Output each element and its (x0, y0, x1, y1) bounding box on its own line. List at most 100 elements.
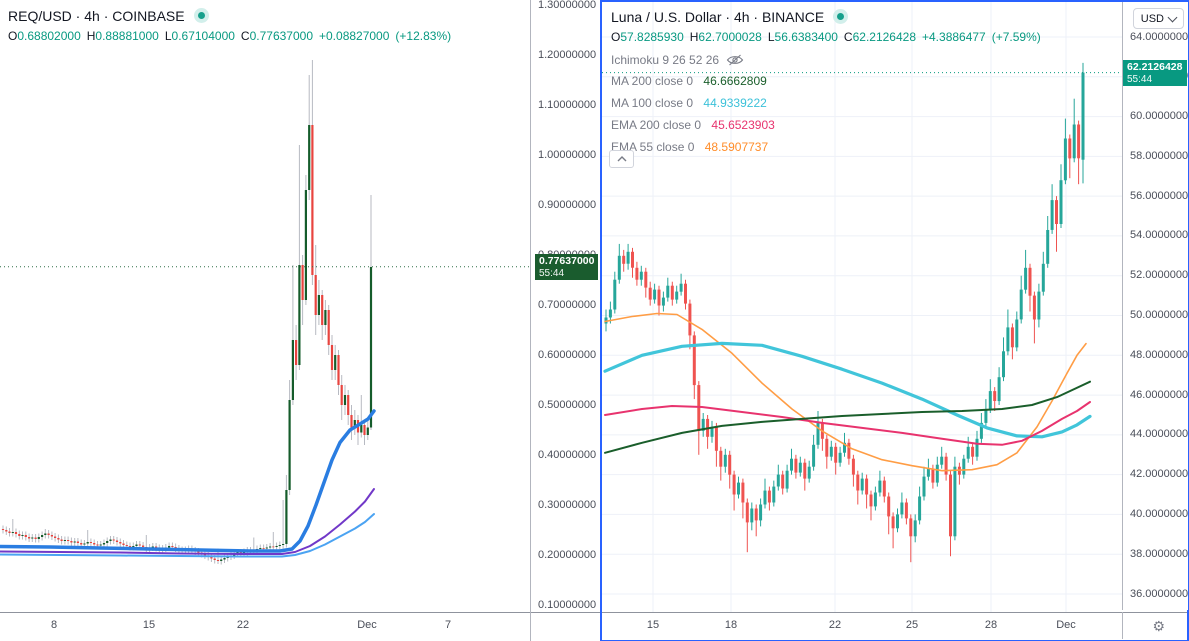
overlay-line-ma-100 (603, 341, 1092, 439)
close-label: C (843, 30, 853, 44)
indicator-row-ma100[interactable]: MA 100 close 0 44.9339222 (611, 96, 1047, 112)
right-price-axis[interactable]: 64.000000062.000000060.000000058.0000000… (1122, 2, 1188, 610)
indicator-value: 48.5907737 (704, 140, 769, 154)
overlay-line-ema-55 (604, 312, 1087, 472)
price-tick-label: 0.20000000 (538, 548, 597, 561)
price-tick-label: 0.30000000 (538, 498, 597, 511)
market-status-icon (193, 8, 209, 23)
price-tick-label: 60.0000000 (1130, 110, 1189, 123)
price-tick-label: 0.60000000 (538, 348, 597, 361)
indicator-label: MA 100 close 0 (611, 96, 694, 110)
time-tick-label: 8 (50, 619, 58, 631)
close-label: C (240, 29, 250, 43)
right-chart-pane: 64.000000062.000000060.000000058.0000000… (600, 0, 1189, 641)
low-value: 0.67104000 (171, 29, 235, 43)
currency-unit-dropdown[interactable]: USD (1132, 8, 1184, 29)
left-current-price-label: 0.77637000 55:44 (535, 253, 598, 280)
low-label: L (767, 30, 775, 44)
indicator-row-ma200[interactable]: MA 200 close 0 46.6662809 (611, 74, 1047, 90)
time-tick-label: 25 (905, 619, 919, 631)
overlay-line-ma-light-blue (0, 513, 375, 558)
indicator-row-ema200[interactable]: EMA 200 close 0 45.6523903 (611, 118, 1047, 134)
price-tick-label: 0.40000000 (538, 448, 597, 461)
price-tick-label: 56.0000000 (1130, 189, 1189, 202)
current-price-value: 62.2126428 (1127, 60, 1183, 73)
indicator-value: 44.9339222 (703, 96, 767, 110)
left-axis-divider (530, 612, 531, 641)
price-tick-label: 52.0000000 (1130, 269, 1189, 282)
open-value: 57.8285930 (620, 30, 684, 44)
price-tick-label: 0.50000000 (538, 398, 597, 411)
grid (602, 2, 1122, 612)
price-tick-label: 36.0000000 (1130, 587, 1189, 600)
currency-unit-label: USD (1140, 12, 1164, 25)
indicator-value: 45.6523903 (711, 118, 775, 132)
price-tick-label: 40.0000000 (1130, 507, 1189, 520)
open-label: O (611, 30, 621, 44)
indicator-label: EMA 200 close 0 (611, 118, 702, 132)
legend-collapse-button[interactable] (609, 150, 634, 168)
price-tick-label: 38.0000000 (1130, 547, 1189, 560)
bar-countdown: 55:44 (1127, 73, 1153, 85)
right-current-price-label: 62.2126428 55:44 (1123, 59, 1187, 86)
time-tick-label: 7 (444, 619, 452, 631)
close-value: 0.77637000 (249, 29, 313, 43)
right-chart-plot[interactable] (602, 2, 1122, 612)
left-symbol-title[interactable]: REQ/USD · 4h · COINBASE (8, 6, 457, 25)
candles (604, 62, 1085, 563)
left-ohlc-row: O0.68802000 H0.88881000 L0.67104000 C0.7763… (8, 29, 457, 45)
open-value: 0.68802000 (17, 29, 81, 43)
current-price-value: 0.77637000 (539, 254, 595, 267)
price-tick-label: 44.0000000 (1130, 428, 1189, 441)
change-value: +4.3886477 (922, 30, 986, 44)
time-tick-label: 18 (724, 619, 738, 631)
time-tick-label: 28 (984, 619, 998, 631)
left-legend: REQ/USD · 4h · COINBASE O0.68802000 H0.88… (8, 6, 457, 45)
left-chart-plot[interactable] (0, 0, 530, 612)
indicator-label: MA 200 close 0 (611, 74, 694, 88)
overlay-line-ma-200 (604, 380, 1091, 454)
time-tick-label: 15 (646, 619, 660, 631)
change-percent: (+7.59%) (991, 30, 1041, 44)
overlay-line-ma-purple (0, 488, 375, 555)
overlay-line-ema-200 (604, 401, 1091, 446)
hidden-eye-icon[interactable] (726, 54, 744, 66)
symbol-title-text: REQ/USD · 4h · COINBASE (8, 7, 185, 24)
price-tick-label: 1.30000000 (538, 0, 597, 11)
change-percent: (+12.83%) (395, 29, 452, 43)
high-value: 62.7000028 (698, 30, 762, 44)
price-tick-label: 0.90000000 (538, 198, 597, 211)
price-tick-label: 50.0000000 (1130, 309, 1189, 321)
price-tick-label: 42.0000000 (1130, 468, 1189, 481)
right-legend: Luna / U.S. Dollar · 4h · BINANCE O57.82… (611, 7, 1047, 156)
time-tick-label: 22 (828, 619, 842, 631)
time-tick-label: 22 (236, 619, 250, 631)
indicator-row-ichimoku[interactable]: Ichimoku 9 26 52 26 (611, 51, 1047, 68)
close-value: 62.2126428 (852, 30, 916, 44)
high-value: 0.88881000 (95, 29, 159, 43)
left-price-axis[interactable]: 1.30000000 1.20000000 1.10000000 1.00000000… (530, 0, 601, 612)
price-tick-label: 1.20000000 (538, 48, 597, 61)
right-symbol-title[interactable]: Luna / U.S. Dollar · 4h · BINANCE (611, 7, 1047, 26)
low-label: L (164, 29, 172, 43)
low-value: 56.6383400 (774, 30, 838, 44)
price-tick-label: 58.0000000 (1130, 149, 1189, 162)
time-axis-settings-gear-icon[interactable]: ⚙ (1152, 618, 1165, 634)
symbol-title-text: Luna / U.S. Dollar · 4h · BINANCE (611, 8, 825, 25)
right-ohlc-row: O57.8285930 H62.7000028 L56.6383400 C62.212… (611, 30, 1047, 46)
price-tick-label: 54.0000000 (1130, 229, 1189, 242)
candles (1, 60, 373, 565)
indicator-value: 46.6662809 (703, 74, 767, 88)
change-value: +0.08827000 (319, 29, 390, 43)
price-tick-label: 46.0000000 (1130, 388, 1189, 401)
right-time-axis[interactable]: 15 18 22 25 28 Dec (602, 612, 1187, 640)
price-tick-label: 64.0000000 (1130, 30, 1189, 43)
chevron-down-icon (1167, 12, 1178, 22)
price-tick-label: 0.10000000 (538, 598, 597, 611)
bar-countdown: 55:44 (539, 267, 565, 279)
left-time-axis[interactable]: 8 15 22 Dec 7 (0, 612, 600, 641)
indicator-row-ema55[interactable]: EMA 55 close 0 48.5907737 (611, 140, 1047, 156)
price-tick-label: 0.70000000 (538, 298, 597, 311)
right-axis-divider (1122, 612, 1123, 639)
